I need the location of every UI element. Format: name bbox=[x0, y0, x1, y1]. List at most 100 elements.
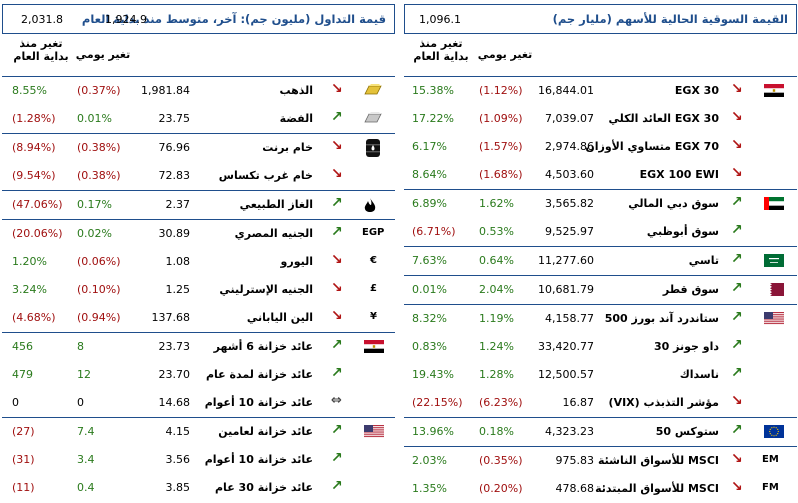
instrument-name: الغاز الطبيعي bbox=[239, 198, 313, 211]
arrow-up-right-icon: ↗ bbox=[331, 422, 343, 438]
daily-change-value: 2.04% bbox=[479, 283, 514, 296]
arrow-down-right-icon: ↘ bbox=[331, 308, 343, 324]
daily-change-value: 1.24% bbox=[479, 340, 514, 353]
instrument-name: سوق قطر bbox=[662, 283, 719, 296]
arrow-up-right-icon: ↗ bbox=[331, 450, 343, 466]
price-value: 4,158.77 bbox=[545, 312, 594, 325]
daily-change-value: 1.62% bbox=[479, 197, 514, 210]
arrow-down-right-icon: ↘ bbox=[731, 109, 743, 125]
arrow-up-right-icon: ↗ bbox=[731, 251, 743, 267]
daily-change-value: (0.38%) bbox=[77, 169, 121, 182]
commodities-fx-panel: قيمة التداول (مليون جم): آخر، متوسط منذ … bbox=[2, 4, 395, 502]
instrument-name: سوق دبي المالي bbox=[628, 197, 719, 210]
ytd-change-value: (47.06%) bbox=[12, 198, 63, 211]
flame-icon bbox=[363, 197, 377, 218]
currency-symbol-icon: ¥ bbox=[370, 311, 377, 322]
instrument-name: MSCI للأسواق المبتدئة bbox=[595, 482, 719, 495]
daily-change-value: 0.64% bbox=[479, 254, 514, 267]
instrument-name: سوق أبوظبي bbox=[646, 225, 719, 238]
gold-bar-icon bbox=[363, 83, 383, 100]
table-row: (22.15%) (6.23%) 16.87 مؤشر التذبذب (VIX) ↘ bbox=[404, 389, 797, 417]
daily-change-value: 7.4 bbox=[77, 425, 95, 438]
ytd-change-value: 8.55% bbox=[12, 84, 47, 97]
instrument-name: الين الياباني bbox=[246, 311, 313, 324]
daily-change-value: 0 bbox=[77, 396, 84, 409]
arrow-down-right-icon: ↘ bbox=[331, 138, 343, 154]
ytd-change-header: تغير منذ بداية العام bbox=[13, 37, 69, 63]
table-row: 6.89% 1.62% 3,565.82 سوق دبي المالي ↗ bbox=[404, 190, 797, 218]
table-row: 7.63% 0.64% 11,277.60 تاسي ↗ bbox=[404, 247, 797, 275]
ytd-change-value: (27) bbox=[12, 425, 35, 438]
currency-symbol-icon: FM bbox=[762, 482, 779, 493]
arrow-up-right-icon: ↗ bbox=[331, 478, 343, 494]
daily-change-value: 0.4 bbox=[77, 481, 95, 494]
row-group: (27) 7.4 4.15 عائد خزانة لعامين ↗ (31) 3.4 3.56… bbox=[2, 417, 395, 502]
instrument-name: خام غرب تكساس bbox=[218, 169, 313, 182]
price-value: 14.68 bbox=[158, 396, 191, 409]
currency-symbol-icon: £ bbox=[370, 283, 377, 294]
price-value: 23.70 bbox=[158, 368, 191, 381]
arrow-up-right-icon: ↗ bbox=[331, 365, 343, 381]
price-value: 1.08 bbox=[165, 255, 191, 268]
row-group: 456 8 23.73 عائد خزانة 6 أشهر ↗ 479 12 23.70 عائ… bbox=[2, 332, 395, 417]
ytd-change-value: 7.63% bbox=[412, 254, 447, 267]
silver-bar-icon bbox=[363, 111, 383, 128]
ytd-change-value: 1.20% bbox=[12, 255, 47, 268]
arrow-down-right-icon: ↘ bbox=[731, 137, 743, 153]
row-group: 8.32% 1.19% 4,158.77 ستاندرد آند بورز 500 ↗ 0… bbox=[404, 304, 797, 417]
arrow-up-right-icon: ↗ bbox=[731, 309, 743, 325]
right-column-headers: تغير منذ بداية العام تغير يومي bbox=[404, 34, 797, 76]
arrow-down-right-icon: ↘ bbox=[331, 280, 343, 296]
daily-change-header: تغير يومي bbox=[75, 48, 131, 61]
price-value: 1,981.84 bbox=[141, 84, 190, 97]
table-row: (6.71%) 0.53% 9,525.97 سوق أبوظبي ↗ bbox=[404, 218, 797, 246]
ytd-change-value: 2.03% bbox=[412, 454, 447, 467]
instrument-name: عائد خزانة لمدة عام bbox=[205, 368, 313, 381]
ytd-change-value: (8.94%) bbox=[12, 141, 56, 154]
price-value: 30.89 bbox=[158, 227, 191, 240]
ytd-change-header: تغير منذ بداية العام bbox=[413, 37, 469, 63]
table-row: 19.43% 1.28% 12,500.57 ناسداك ↗ bbox=[404, 361, 797, 389]
ytd-change-value: (11) bbox=[12, 481, 35, 494]
daily-change-value: 3.4 bbox=[77, 453, 95, 466]
saudi-flag-icon bbox=[764, 254, 784, 267]
price-value: 16.87 bbox=[562, 396, 595, 409]
trading-value-title: قيمة التداول (مليون جم): آخر، متوسط منذ … bbox=[81, 12, 386, 26]
ytd-change-value: (4.68%) bbox=[12, 311, 56, 324]
instrument-name: الجنيه المصري bbox=[234, 227, 313, 240]
ytd-change-value: 0.83% bbox=[412, 340, 447, 353]
usa-flag-icon bbox=[364, 425, 384, 438]
instrument-name: EGX 70 متساوي الأوزان bbox=[585, 140, 719, 153]
daily-change-value: 0.02% bbox=[77, 227, 112, 240]
egypt-flag-icon bbox=[764, 84, 784, 97]
table-row: 1.35% (0.20%) 478.68 MSCI للأسواق المبتدئة ↘… bbox=[404, 475, 797, 503]
ytd-change-value: 0 bbox=[12, 396, 19, 409]
market-cap-title: القيمة السوقية الحالية للأسهم (مليار جم) bbox=[552, 12, 788, 26]
arrow-up-right-icon: ↗ bbox=[731, 422, 743, 438]
daily-change-value: 0.18% bbox=[479, 425, 514, 438]
daily-change-value: (0.94%) bbox=[77, 311, 121, 324]
table-row: (20.06%) 0.02% 30.89 الجنيه المصري ↗ EGP bbox=[2, 220, 395, 248]
price-value: 23.75 bbox=[158, 112, 191, 125]
left-column-headers: تغير منذ بداية العام تغير يومي bbox=[2, 34, 395, 76]
table-row: 6.17% (1.57%) 2,974.86 EGX 70 متساوي الأوزا… bbox=[404, 133, 797, 161]
instrument-name: ستوكس 50 bbox=[655, 425, 719, 438]
price-value: 76.96 bbox=[158, 141, 191, 154]
table-row: (11) 0.4 3.85 عائد خزانة 30 عام ↗ bbox=[2, 474, 395, 502]
instrument-name: ناسداك bbox=[679, 368, 719, 381]
ytd-change-value: 8.64% bbox=[412, 168, 447, 181]
instrument-name: اليورو bbox=[280, 255, 313, 268]
table-row: (27) 7.4 4.15 عائد خزانة لعامين ↗ bbox=[2, 418, 395, 446]
arrow-down-right-icon: ↘ bbox=[731, 165, 743, 181]
currency-symbol-icon: € bbox=[370, 255, 377, 266]
ytd-change-value: (22.15%) bbox=[412, 396, 463, 409]
daily-change-value: (0.37%) bbox=[77, 84, 121, 97]
daily-change-value: 0.01% bbox=[77, 112, 112, 125]
daily-change-value: (6.23%) bbox=[479, 396, 523, 409]
price-value: 4.15 bbox=[165, 425, 191, 438]
arrow-down-right-icon: ↘ bbox=[731, 479, 743, 495]
price-value: 4,323.23 bbox=[545, 425, 594, 438]
daily-change-value: 0.17% bbox=[77, 198, 112, 211]
currency-symbol-icon: EGP bbox=[362, 227, 385, 238]
instrument-name: عائد خزانة 6 أشهر bbox=[213, 340, 313, 353]
